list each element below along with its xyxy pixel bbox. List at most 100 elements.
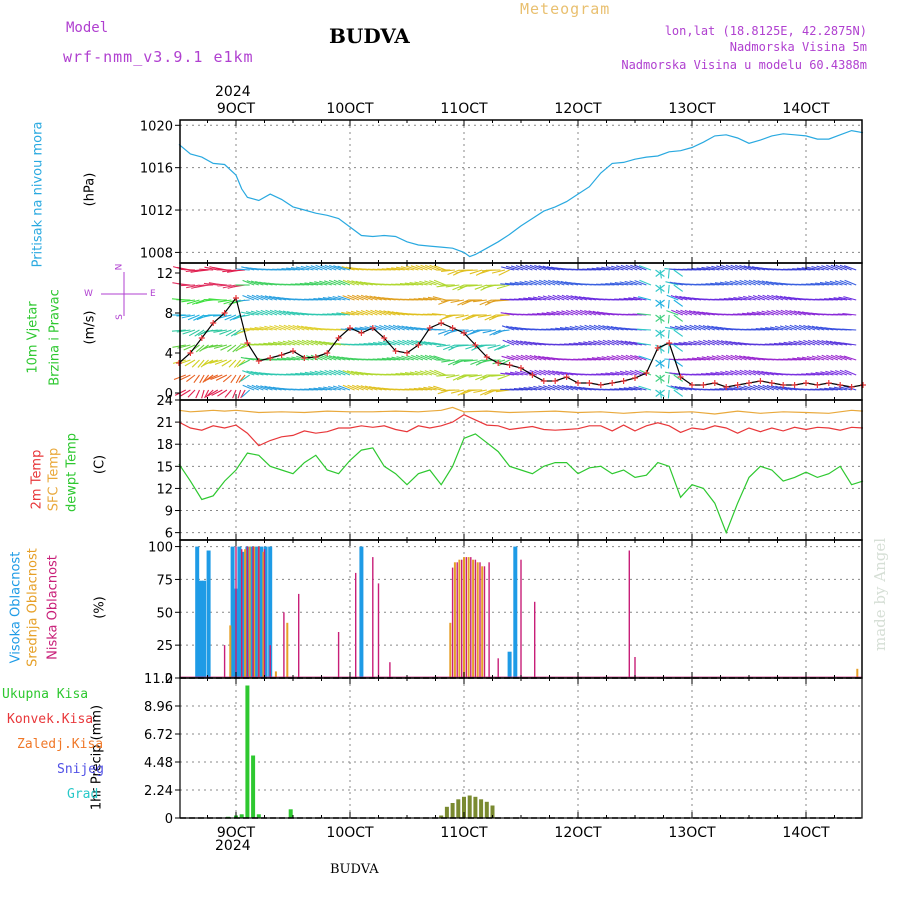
wind-barb: [546, 266, 560, 271]
wind-barb: [785, 309, 798, 316]
wind-barb: [495, 299, 510, 302]
wind-barb: [638, 265, 652, 271]
wind-barb: [355, 280, 369, 286]
wind-speed-point: [620, 378, 627, 384]
mid-cloud-bar: [286, 622, 289, 678]
wind-barb: [319, 280, 332, 286]
wind-barb: [618, 298, 633, 301]
wind-barb: [387, 310, 401, 316]
wind-barb: [821, 265, 834, 271]
wind-barb: [235, 268, 250, 271]
wind-barb: [295, 283, 310, 286]
wind-barb: [256, 294, 269, 301]
wind-speed-point: [677, 374, 684, 380]
wind-barb: [392, 339, 405, 346]
temp-tick-label: 9: [165, 505, 173, 520]
wind-barb: [373, 295, 387, 301]
wind-barb: [835, 354, 848, 361]
wind-barb: [739, 279, 752, 286]
wind-barb: [347, 294, 360, 301]
convective-rain-bar: [444, 806, 449, 819]
wind-barb: [222, 284, 237, 289]
wind-barb: [842, 312, 857, 316]
wind-speed-point: [540, 378, 547, 384]
wind-barb: [566, 294, 579, 301]
legend-graupel: Grad: [67, 787, 99, 802]
wind-barb: [798, 340, 811, 346]
wind-barb: [377, 341, 392, 346]
wind-barb: [500, 283, 515, 286]
wind-barb: [701, 266, 715, 271]
wind-barb: [411, 339, 424, 346]
wind-barb: [561, 384, 574, 391]
top-xtick-label: 14OCT: [782, 101, 830, 117]
wind-barb: [301, 339, 314, 346]
wind-barb: [374, 309, 387, 316]
wind-barb: [511, 339, 524, 346]
wind-barb: [204, 266, 218, 271]
wind-barb: [309, 281, 323, 286]
wind-barb: [655, 269, 665, 277]
wind-barb: [299, 372, 314, 376]
wind-barb: [792, 268, 807, 271]
wind-barb: [254, 326, 269, 331]
wind-barb: [779, 295, 793, 301]
wind-barb: [760, 327, 775, 331]
wind-barb: [712, 339, 725, 346]
wind-barb: [796, 267, 811, 271]
wind-barb: [835, 264, 848, 271]
wind-barb: [733, 296, 747, 301]
wind-barb: [505, 265, 519, 271]
wind-barb: [250, 370, 264, 376]
precip-tick-label: 0: [165, 812, 173, 827]
wind-barb: [835, 369, 848, 376]
wind-barb: [578, 296, 592, 301]
mid-cloud-bar: [476, 562, 479, 678]
wind-barb: [419, 340, 433, 346]
wind-barb: [397, 325, 410, 331]
wind-barb: [268, 342, 282, 346]
wind-barb: [264, 325, 278, 331]
wind-barb: [794, 324, 807, 331]
wind-barb: [579, 309, 592, 316]
wind-barb: [625, 264, 638, 271]
wind-barb: [801, 356, 816, 361]
wind-barb: [587, 357, 601, 361]
wind-barb: [757, 294, 770, 301]
cloud-tick-label: 25: [156, 639, 173, 654]
low-cloud-bar: [534, 601, 536, 678]
wind-barb: [242, 384, 255, 391]
wind-barb: [547, 369, 560, 376]
wind-barb: [624, 340, 638, 346]
wind-barb: [497, 374, 510, 380]
wind-barb: [684, 324, 697, 331]
wind-barb: [721, 354, 734, 361]
wind-barb: [667, 389, 670, 399]
wind-barb: [693, 310, 706, 316]
wind-barb: [518, 298, 533, 301]
wind-barb: [363, 342, 378, 346]
wind-barb: [400, 266, 414, 271]
wind-barb: [561, 294, 574, 301]
wind-barb: [744, 279, 757, 286]
convective-rain-bar: [456, 799, 461, 819]
wind-barb: [322, 297, 337, 301]
bottom-xtick-label: 14OCT: [782, 825, 830, 841]
wind-barb: [238, 359, 250, 366]
wind-barb: [415, 354, 428, 361]
wind-barb: [497, 344, 510, 350]
wind-speed-point: [187, 350, 194, 356]
wind-barb: [792, 357, 807, 361]
footer-station: BUDVA: [330, 862, 379, 877]
wind-barb: [673, 342, 688, 346]
wind-speed-point: [221, 310, 228, 316]
wind-barb: [659, 314, 662, 324]
precip-tick-label: 8.96: [144, 700, 173, 715]
wind-barb: [747, 265, 761, 271]
wind-barb: [556, 310, 570, 316]
wind-barb: [346, 311, 360, 316]
wind-barb: [510, 326, 524, 331]
wind-barb: [630, 264, 643, 271]
wind-barb: [214, 359, 228, 365]
pressure-tick-label: 1008: [140, 246, 173, 261]
